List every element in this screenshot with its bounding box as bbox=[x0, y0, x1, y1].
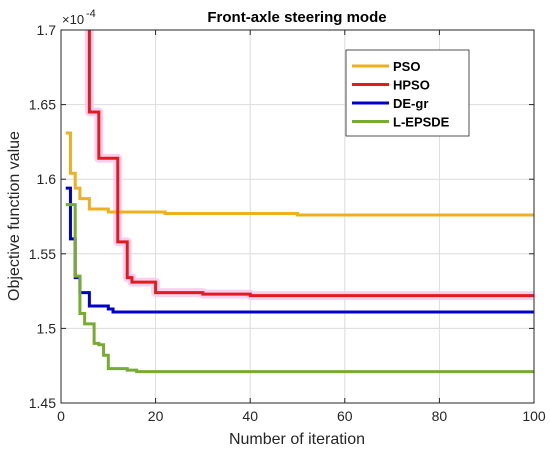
chart-title: Front-axle steering mode bbox=[207, 9, 386, 26]
x-tick-label: 60 bbox=[337, 408, 353, 424]
legend: PSO HPSO DE-gr L-EPSDE bbox=[345, 49, 470, 137]
legend-label-pso: PSO bbox=[393, 59, 420, 74]
x-tick-label: 40 bbox=[242, 408, 258, 424]
series-line-l-epsde bbox=[65, 203, 534, 374]
plot-frame bbox=[60, 29, 535, 404]
y-tick-label: 1.5 bbox=[37, 320, 57, 336]
x-tick-label: 20 bbox=[148, 408, 164, 424]
y-multiplier-base: ×10 bbox=[62, 12, 84, 27]
x-tick-label: 80 bbox=[432, 408, 448, 424]
y-tick-label: 1.45 bbox=[29, 395, 56, 411]
y-multiplier: ×10 -4 bbox=[62, 8, 96, 27]
x-axis-label: Number of iteration bbox=[229, 431, 365, 448]
series-lines bbox=[65, 30, 534, 374]
y-tick-label: 1.7 bbox=[37, 22, 57, 38]
y-tick-label: 1.65 bbox=[29, 97, 56, 113]
axis-ticks: 0 20 40 60 80 100 1.45 1.5 1.55 1.6 1.65 1.7 bbox=[29, 22, 546, 424]
series-line-hpso bbox=[87, 30, 534, 298]
y-tick-label: 1.55 bbox=[29, 246, 56, 262]
series-line-pso bbox=[65, 131, 534, 217]
y-multiplier-exponent: -4 bbox=[86, 8, 96, 20]
legend-label-hpso: HPSO bbox=[393, 78, 430, 93]
y-tick-label: 1.6 bbox=[37, 171, 57, 187]
x-tick-label: 0 bbox=[57, 408, 65, 424]
legend-label-de-gr: DE-gr bbox=[393, 96, 428, 111]
x-tick-label: 100 bbox=[522, 408, 546, 424]
legend-label-l-epsde: L-EPSDE bbox=[393, 115, 450, 130]
y-axis-label: Objective function value bbox=[6, 131, 23, 301]
